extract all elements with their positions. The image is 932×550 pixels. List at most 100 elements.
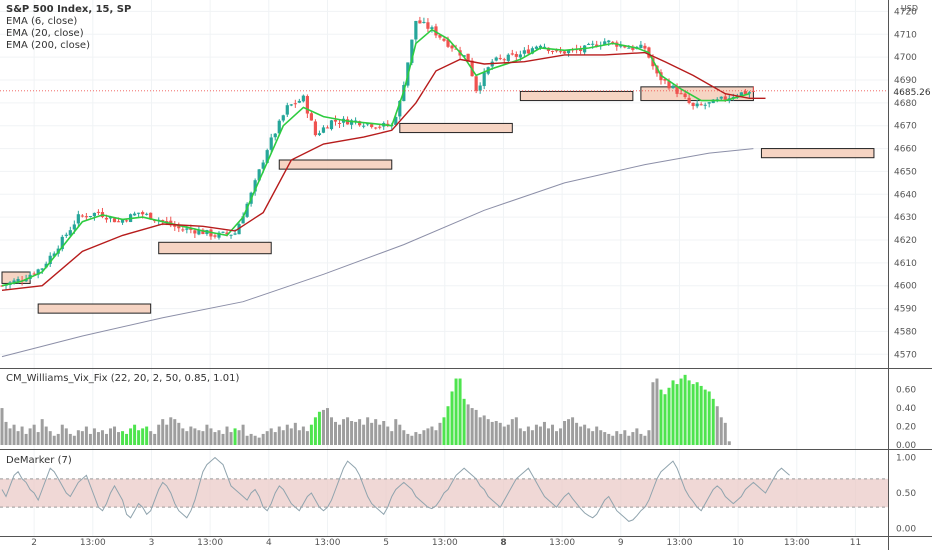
legend-ema20[interactable]: EMA (20, close): [6, 28, 84, 39]
price-axis[interactable]: 4570 4580 4590 4600 4610 4620 4630 4640 4650 4660…: [894, 7, 917, 534]
vix-tick-2: 0.40: [896, 404, 916, 414]
vix-bar-23: [92, 428, 96, 445]
candle-body-79: [317, 133, 322, 136]
vix-bar-103: [414, 432, 418, 445]
vix-bar-64: [257, 437, 261, 445]
vix-bar-82: [329, 417, 333, 445]
candle-body-41: [165, 221, 169, 223]
vix-bar-117: [470, 408, 474, 445]
candle-body-47: [189, 228, 193, 230]
vix-bar-174: [699, 385, 703, 445]
vix-bar-40: [161, 419, 165, 445]
vix-bar-131: [526, 426, 530, 445]
vix-bar-78: [313, 417, 317, 445]
legend-ema6[interactable]: EMA (6, close): [6, 16, 78, 27]
vix-bar-162: [651, 382, 655, 445]
vix-bar-176: [707, 391, 711, 445]
vix-bar-129: [518, 428, 522, 445]
candle-body-108: [434, 26, 438, 36]
chart-title[interactable]: S&P 500 Index, 15, SP: [6, 4, 132, 15]
candle-body-137: [550, 50, 555, 52]
candle-body-48: [193, 230, 197, 234]
candle-body-54: [217, 232, 221, 238]
time-tick-12: 10: [732, 538, 744, 548]
ema-lines: [1, 28, 766, 358]
dem-tick-2: 1.00: [896, 454, 916, 464]
vix-bar-25: [100, 430, 104, 445]
vix-bar-87: [350, 421, 354, 445]
candle-body-150: [603, 41, 607, 46]
vix-bar-59: [237, 430, 241, 445]
candlestick-series: [0, 16, 755, 290]
candle-body-16: [64, 234, 68, 236]
vix-bar-151: [607, 433, 611, 445]
vix-bar-156: [627, 435, 631, 445]
candle-body-141: [566, 50, 571, 54]
vix-fix-pane[interactable]: [0, 374, 731, 445]
vix-title[interactable]: CM_Williams_Vix_Fix (22, 20, 2, 50, 0.85…: [6, 373, 240, 384]
dem-tick-1: 0.50: [896, 489, 916, 499]
candle-body-103: [414, 20, 418, 40]
demarker-title[interactable]: DeMarker (7): [6, 455, 72, 466]
time-tick-0: 2: [31, 538, 37, 548]
candle-body-91: [366, 123, 370, 125]
vix-bar-53: [213, 432, 217, 445]
candle-body-151: [607, 40, 611, 43]
candle-body-98: [394, 116, 398, 125]
ema-line-0: [1, 28, 750, 287]
candle-body-102: [410, 39, 414, 63]
vix-bar-168: [675, 384, 679, 445]
candle-body-0: [0, 285, 4, 287]
vix-bar-90: [362, 424, 366, 445]
vix-bar-77: [309, 424, 313, 445]
time-axis[interactable]: 2 13:00 3 13:00 4 13:00 5 13:00 8 13:00 9 13:00 10 13…: [31, 538, 861, 548]
vix-bar-146: [587, 428, 591, 445]
vix-bar-19: [76, 430, 80, 445]
price-tick-6: 4630: [894, 213, 917, 223]
price-pane[interactable]: [0, 16, 888, 358]
vix-bar-106: [426, 428, 430, 445]
vix-bar-14: [56, 433, 60, 445]
vix-bar-61: [245, 435, 249, 445]
vix-bar-124: [498, 422, 502, 445]
candle-body-17: [68, 230, 72, 236]
vix-bar-134: [538, 426, 542, 445]
candle-body-94: [378, 126, 382, 128]
vix-bar-154: [619, 433, 623, 445]
candle-body-28: [112, 218, 117, 223]
candle-body-157: [631, 46, 635, 50]
vix-bar-29: [117, 432, 121, 445]
candle-body-76: [305, 96, 309, 114]
price-tick-14: 4710: [894, 30, 917, 40]
vix-bar-80: [321, 409, 325, 445]
vix-bar-181: [727, 441, 731, 445]
legend-ema200[interactable]: EMA (200, close): [6, 40, 90, 51]
candle-body-75: [301, 95, 305, 102]
zone-1: [37, 303, 152, 314]
candle-body-116: [466, 53, 470, 61]
candle-body-88: [354, 120, 358, 122]
candle-body-15: [60, 236, 64, 250]
price-tick-1: 4580: [894, 327, 917, 337]
candle-body-22: [88, 215, 92, 217]
candle-body-13: [52, 253, 56, 257]
candle-body-35: [141, 212, 145, 215]
candle-body-110: [442, 38, 446, 41]
candle-body-159: [639, 44, 643, 49]
ema-line-2: [1, 148, 754, 358]
demarker-pane[interactable]: [0, 456, 888, 522]
candle-body-171: [687, 97, 691, 103]
price-tick-4: 4610: [894, 259, 917, 269]
price-tick-15: 4720: [894, 7, 917, 17]
candle-body-140: [562, 51, 567, 54]
vix-bar-58: [233, 428, 237, 445]
demarker-line: [1, 456, 790, 522]
candle-body-89: [358, 121, 362, 126]
grid-lines: [0, 0, 888, 536]
candle-body-138: [554, 50, 559, 52]
vix-bar-66: [265, 431, 269, 445]
vix-bar-28: [113, 426, 117, 445]
vix-bar-37: [149, 431, 153, 445]
